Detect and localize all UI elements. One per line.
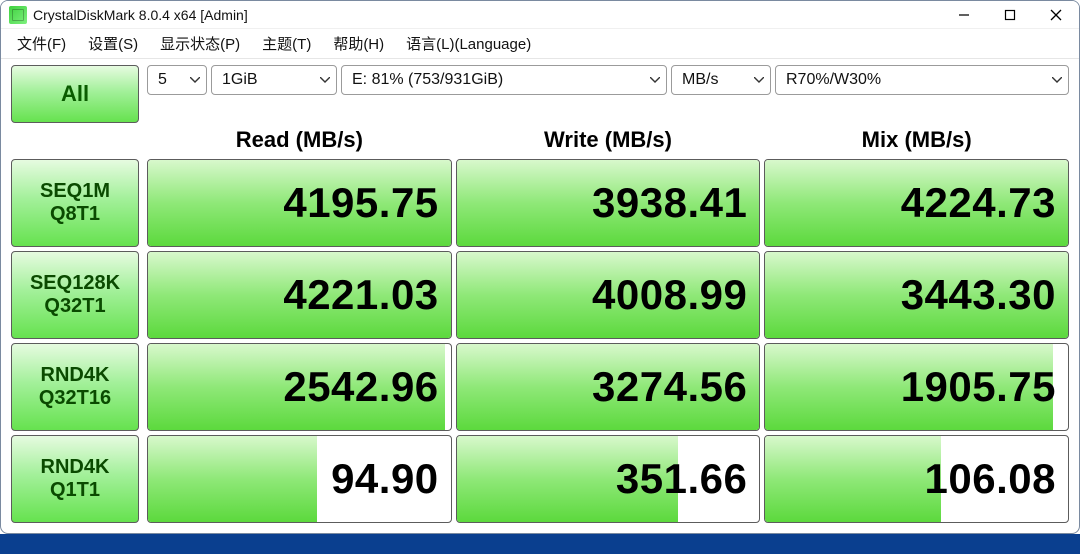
menu-settings[interactable]: 设置(S)	[86, 29, 140, 58]
run-test-button[interactable]: SEQ128KQ32T1	[11, 251, 139, 339]
result-value: 106.08	[765, 436, 1068, 522]
result-cell-read: 2542.96	[147, 343, 452, 431]
window-title: CrystalDiskMark 8.0.4 x64 [Admin]	[33, 7, 248, 23]
test-label-line1: RND4K	[41, 364, 110, 387]
header-read: Read (MB/s)	[147, 127, 452, 153]
result-value: 3274.56	[457, 344, 760, 430]
test-label-line1: RND4K	[41, 456, 110, 479]
result-cell-mix: 1905.75	[764, 343, 1069, 431]
test-label-line2: Q8T1	[50, 203, 100, 226]
selectors: 5 1GiB E: 81% (753/931GiB) MB/s R70%/W30…	[147, 65, 1069, 123]
app-icon	[9, 6, 27, 24]
result-cell-write: 3938.41	[456, 159, 761, 247]
result-value: 4221.03	[148, 252, 451, 338]
test-label-line1: SEQ128K	[30, 272, 120, 295]
app-window: CrystalDiskMark 8.0.4 x64 [Admin] 文件(F) …	[0, 0, 1080, 534]
menubar: 文件(F) 设置(S) 显示状态(P) 主题(T) 帮助(H) 语言(L)(La…	[1, 29, 1079, 59]
result-value: 3443.30	[765, 252, 1068, 338]
drive-value: E: 81% (753/931GiB)	[352, 71, 503, 89]
chevron-down-icon	[754, 77, 764, 83]
result-value: 94.90	[148, 436, 451, 522]
result-row: SEQ128KQ32T14221.034008.993443.30	[11, 251, 1069, 339]
close-icon	[1050, 9, 1062, 21]
result-cell-mix: 3443.30	[764, 251, 1069, 339]
run-test-button[interactable]: SEQ1MQ8T1	[11, 159, 139, 247]
result-value: 351.66	[457, 436, 760, 522]
count-value: 5	[158, 71, 167, 89]
window-controls	[941, 1, 1079, 28]
controls-row: All 5 1GiB E: 81% (753/931GiB) MB/s R70%…	[1, 59, 1079, 123]
result-value: 1905.75	[765, 344, 1068, 430]
size-value: 1GiB	[222, 71, 258, 89]
result-value: 3938.41	[457, 160, 760, 246]
test-label-line1: SEQ1M	[40, 180, 110, 203]
result-cell-read: 94.90	[147, 435, 452, 523]
menu-theme[interactable]: 主题(T)	[260, 29, 313, 58]
chevron-down-icon	[1052, 77, 1062, 83]
header-spacer	[11, 127, 139, 153]
chevron-down-icon	[650, 77, 660, 83]
ratio-select[interactable]: R70%/W30%	[775, 65, 1069, 95]
test-label-line2: Q32T16	[39, 387, 111, 410]
chevron-down-icon	[320, 77, 330, 83]
result-value: 2542.96	[148, 344, 451, 430]
result-row: RND4KQ32T162542.963274.561905.75	[11, 343, 1069, 431]
close-button[interactable]	[1033, 1, 1079, 28]
drive-select[interactable]: E: 81% (753/931GiB)	[341, 65, 667, 95]
ratio-value: R70%/W30%	[786, 71, 881, 89]
result-cell-write: 351.66	[456, 435, 761, 523]
run-all-button[interactable]: All	[11, 65, 139, 123]
result-value: 4008.99	[457, 252, 760, 338]
size-select[interactable]: 1GiB	[211, 65, 337, 95]
run-test-button[interactable]: RND4KQ1T1	[11, 435, 139, 523]
result-row: SEQ1MQ8T14195.753938.414224.73	[11, 159, 1069, 247]
result-cell-write: 3274.56	[456, 343, 761, 431]
menu-language[interactable]: 语言(L)(Language)	[404, 29, 533, 58]
header-mix: Mix (MB/s)	[764, 127, 1069, 153]
results-grid: SEQ1MQ8T14195.753938.414224.73SEQ128KQ32…	[1, 159, 1079, 533]
column-headers: Read (MB/s) Write (MB/s) Mix (MB/s)	[1, 123, 1079, 159]
minimize-icon	[958, 9, 970, 21]
test-label-line2: Q32T1	[44, 295, 105, 318]
maximize-icon	[1004, 9, 1016, 21]
test-label-line2: Q1T1	[50, 479, 100, 502]
result-cell-mix: 4224.73	[764, 159, 1069, 247]
header-write: Write (MB/s)	[456, 127, 761, 153]
result-value: 4195.75	[148, 160, 451, 246]
result-row: RND4KQ1T194.90351.66106.08	[11, 435, 1069, 523]
menu-display[interactable]: 显示状态(P)	[158, 29, 242, 58]
result-cell-mix: 106.08	[764, 435, 1069, 523]
menu-help[interactable]: 帮助(H)	[331, 29, 386, 58]
count-select[interactable]: 5	[147, 65, 207, 95]
result-value: 4224.73	[765, 160, 1068, 246]
result-cell-read: 4195.75	[147, 159, 452, 247]
maximize-button[interactable]	[987, 1, 1033, 28]
result-cell-read: 4221.03	[147, 251, 452, 339]
result-cell-write: 4008.99	[456, 251, 761, 339]
desktop-taskbar-sliver	[0, 534, 1080, 554]
run-test-button[interactable]: RND4KQ32T16	[11, 343, 139, 431]
menu-file[interactable]: 文件(F)	[15, 29, 68, 58]
minimize-button[interactable]	[941, 1, 987, 28]
chevron-down-icon	[190, 77, 200, 83]
units-value: MB/s	[682, 71, 718, 89]
titlebar: CrystalDiskMark 8.0.4 x64 [Admin]	[1, 1, 1079, 29]
units-select[interactable]: MB/s	[671, 65, 771, 95]
